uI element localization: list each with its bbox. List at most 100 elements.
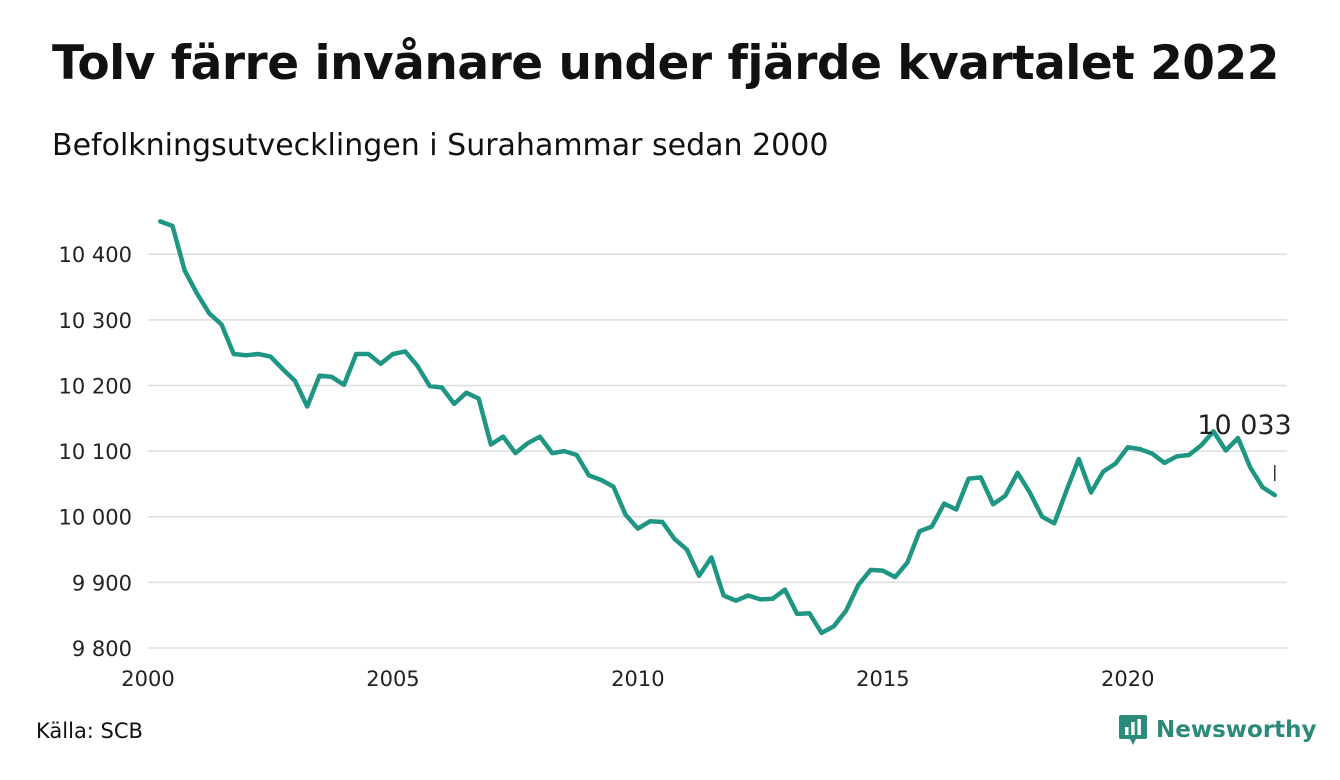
- data-point: [241, 350, 251, 360]
- data-point: [1123, 442, 1133, 452]
- data-point: [927, 522, 937, 532]
- data-point: [449, 399, 459, 409]
- data-point: [253, 349, 263, 359]
- data-point: [608, 482, 618, 492]
- data-point: [890, 572, 900, 582]
- data-point: [265, 352, 275, 362]
- data-point: [964, 474, 974, 484]
- data-point: [1025, 487, 1035, 497]
- data-point: [339, 380, 349, 390]
- y-tick-label: 10 000: [59, 506, 132, 530]
- data-point: [743, 590, 753, 600]
- y-tick-label: 10 300: [59, 309, 132, 333]
- data-point: [670, 534, 680, 544]
- data-point: [1013, 468, 1023, 478]
- data-point: [314, 371, 324, 381]
- data-point: [376, 359, 386, 369]
- brand-logo: Newsworthy: [1118, 712, 1317, 748]
- data-point: [400, 346, 410, 356]
- data-point: [596, 475, 606, 485]
- data-point: [192, 289, 202, 299]
- y-tick-label: 10 200: [59, 374, 132, 398]
- data-point: [1184, 450, 1194, 460]
- data-point: [167, 221, 177, 231]
- plot-area: [155, 216, 1280, 636]
- x-axis: 2000 2005 2010 2015 2020: [121, 667, 1154, 691]
- data-point: [363, 349, 373, 359]
- data-point: [768, 594, 778, 604]
- y-tick-label: 9 800: [72, 637, 132, 661]
- data-point: [155, 216, 165, 226]
- data-point: [951, 505, 961, 515]
- data-point: [1160, 458, 1170, 468]
- chart-title: Tolv färre invånare under fjärde kvartal…: [52, 36, 1279, 91]
- data-point: [1270, 490, 1280, 500]
- data-point: [792, 609, 802, 619]
- brand-name: Newsworthy: [1156, 717, 1317, 743]
- data-point: [290, 376, 300, 386]
- data-point: [180, 266, 190, 276]
- data-point: [327, 372, 337, 382]
- data-point: [302, 401, 312, 411]
- data-point: [1221, 445, 1231, 455]
- data-point: [1086, 487, 1096, 497]
- data-point: [915, 526, 925, 536]
- data-point: [841, 606, 851, 616]
- data-point: [621, 510, 631, 520]
- data-point: [1135, 444, 1145, 454]
- y-tick-label: 10 400: [59, 243, 132, 267]
- data-point: [474, 394, 484, 404]
- data-point: [1037, 512, 1047, 522]
- data-point: [229, 349, 239, 359]
- data-point: [486, 440, 496, 450]
- data-point: [437, 382, 447, 392]
- data-point: [939, 499, 949, 509]
- data-point: [1258, 482, 1268, 492]
- data-point: [988, 499, 998, 509]
- data-point: [1147, 449, 1157, 459]
- data-point: [412, 361, 422, 371]
- data-point: [878, 566, 888, 576]
- data-point: [584, 470, 594, 480]
- data-point: [1074, 454, 1084, 464]
- data-point: [755, 594, 765, 604]
- source-label: Källa: SCB: [36, 719, 143, 743]
- data-point: [461, 388, 471, 398]
- data-point: [425, 381, 435, 391]
- data-point: [829, 621, 839, 631]
- x-tick-label: 2010: [611, 667, 664, 691]
- data-point: [559, 446, 569, 456]
- data-point: [1062, 485, 1072, 495]
- data-point: [853, 580, 863, 590]
- data-point: [572, 450, 582, 460]
- data-point: [1196, 440, 1206, 450]
- annotation: 10 033: [1197, 410, 1292, 482]
- data-point: [657, 517, 667, 527]
- data-point: [719, 590, 729, 600]
- annotation-label: 10 033: [1197, 410, 1291, 441]
- newsworthy-logo-icon: [1119, 715, 1147, 745]
- gridlines: [148, 253, 1287, 649]
- y-tick-label: 9 900: [72, 571, 132, 595]
- chart-subtitle: Befolkningsutvecklingen i Surahammar sed…: [52, 128, 829, 163]
- data-point: [1245, 463, 1255, 473]
- data-point: [388, 349, 398, 359]
- data-point: [694, 571, 704, 581]
- data-point: [706, 552, 716, 562]
- data-point: [866, 565, 876, 575]
- data-point: [523, 438, 533, 448]
- data-point: [682, 545, 692, 555]
- x-tick-label: 2020: [1101, 667, 1154, 691]
- data-point: [351, 349, 361, 359]
- data-point: [1172, 451, 1182, 461]
- line-chart: 9 800 9 900 10 000 10 100 10 200 10 300 10 400…: [59, 216, 1292, 691]
- data-point: [216, 319, 226, 329]
- data-point: [633, 524, 643, 534]
- data-point: [535, 432, 545, 442]
- data-point: [204, 308, 214, 318]
- x-tick-label: 2015: [856, 667, 909, 691]
- data-point: [976, 472, 986, 482]
- y-axis: 9 800 9 900 10 000 10 100 10 200 10 300 10 400: [59, 243, 132, 661]
- data-point: [731, 596, 741, 606]
- data-point: [780, 585, 790, 595]
